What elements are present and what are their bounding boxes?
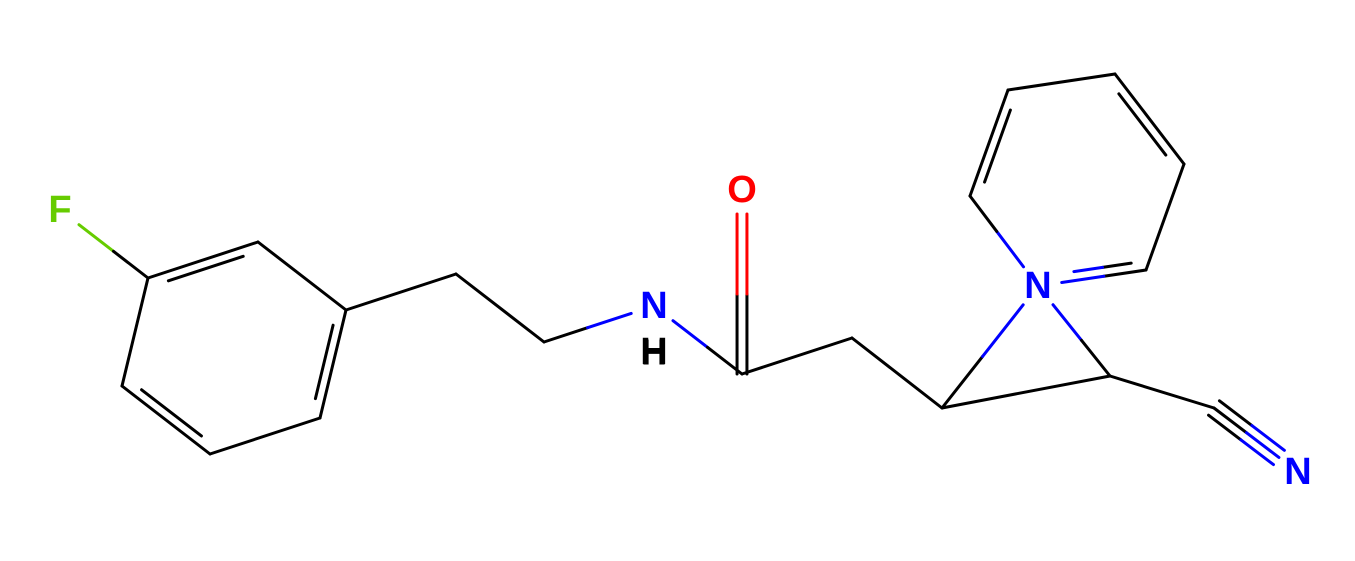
svg-text:N: N bbox=[1284, 451, 1311, 493]
svg-text:H: H bbox=[641, 332, 667, 373]
molecule-canvas: FNHONNH bbox=[0, 0, 1355, 561]
hydrogen-atom-label: H bbox=[641, 332, 667, 373]
n-atom-label: N bbox=[632, 284, 675, 327]
svg-text:O: O bbox=[727, 169, 757, 211]
svg-text:N: N bbox=[1024, 265, 1051, 307]
n-atom-label: N bbox=[1016, 264, 1059, 307]
svg-text:F: F bbox=[48, 189, 71, 231]
svg-text:N: N bbox=[640, 285, 667, 327]
n-atom-label: N bbox=[1276, 450, 1319, 493]
o-atom-label: O bbox=[720, 168, 763, 211]
f-atom-label: F bbox=[38, 188, 81, 231]
